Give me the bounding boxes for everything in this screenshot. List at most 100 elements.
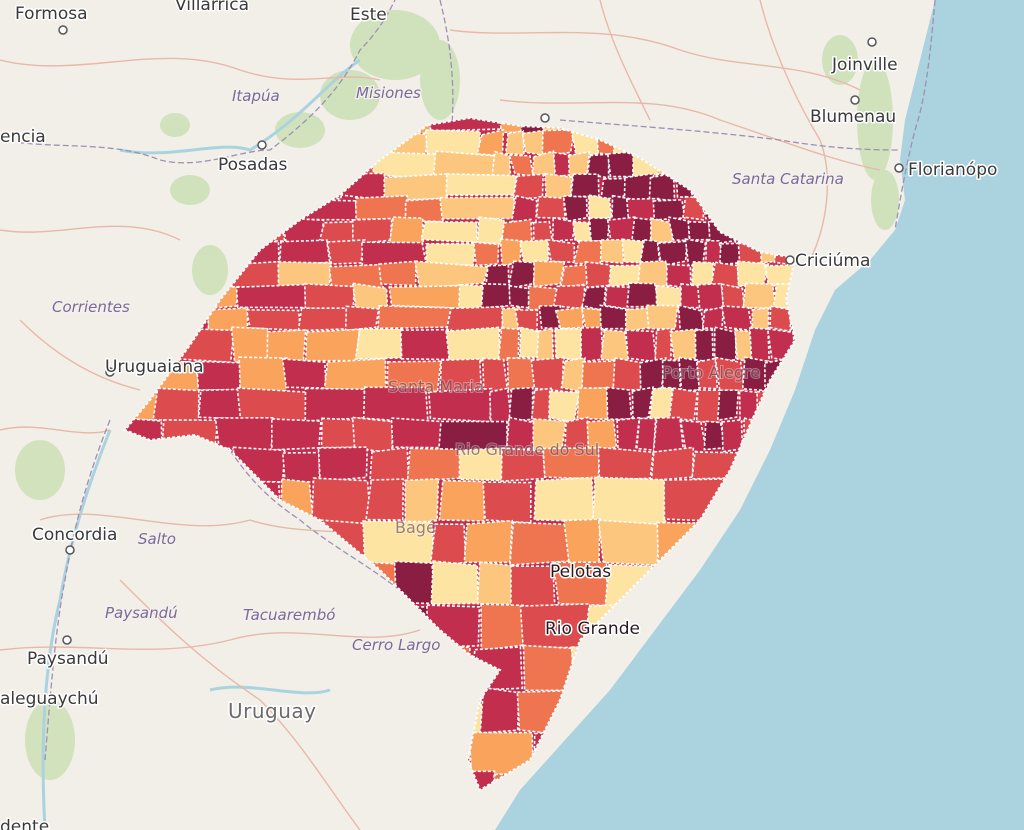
municipality[interactable] <box>701 306 725 330</box>
municipality[interactable] <box>530 387 552 422</box>
municipality[interactable] <box>721 418 744 453</box>
municipality[interactable] <box>720 305 754 332</box>
municipality[interactable] <box>668 387 699 422</box>
municipality[interactable] <box>588 217 611 243</box>
municipality[interactable] <box>481 357 509 394</box>
municipality[interactable] <box>438 479 486 522</box>
municipality[interactable] <box>716 389 740 422</box>
municipality[interactable] <box>500 447 546 483</box>
municipality[interactable] <box>354 194 409 221</box>
municipality[interactable] <box>270 418 322 451</box>
municipality[interactable] <box>538 305 562 330</box>
municipality[interactable] <box>508 386 534 423</box>
municipality[interactable] <box>541 129 576 158</box>
municipality[interactable] <box>476 128 505 157</box>
municipality[interactable] <box>769 305 792 333</box>
municipality[interactable] <box>563 518 601 567</box>
municipality[interactable] <box>560 356 586 394</box>
municipality[interactable] <box>616 416 641 453</box>
municipality[interactable] <box>604 285 632 311</box>
municipality[interactable] <box>480 283 512 309</box>
municipality[interactable] <box>278 239 331 267</box>
municipality[interactable] <box>654 327 673 364</box>
municipality[interactable] <box>424 129 481 158</box>
municipality[interactable] <box>536 327 555 363</box>
municipality[interactable] <box>326 239 366 265</box>
municipality[interactable] <box>512 173 544 200</box>
municipality[interactable] <box>197 388 243 420</box>
municipality[interactable] <box>631 386 654 423</box>
municipality[interactable] <box>377 305 452 330</box>
municipality[interactable] <box>344 305 380 332</box>
municipality[interactable] <box>445 326 501 363</box>
municipality[interactable] <box>736 260 770 287</box>
municipality[interactable] <box>581 360 617 391</box>
municipality[interactable] <box>606 151 638 178</box>
municipality[interactable] <box>476 216 507 246</box>
municipality[interactable] <box>521 129 545 156</box>
municipality[interactable] <box>480 603 527 652</box>
municipality[interactable] <box>734 328 753 364</box>
municipality[interactable] <box>535 195 566 219</box>
municipality[interactable] <box>584 260 615 289</box>
municipality[interactable] <box>621 238 645 264</box>
municipality[interactable] <box>624 329 658 363</box>
municipality[interactable] <box>303 282 356 312</box>
municipality[interactable] <box>548 390 581 424</box>
municipality[interactable] <box>463 519 514 564</box>
municipality[interactable] <box>656 240 688 267</box>
municipality[interactable] <box>425 242 477 267</box>
municipality[interactable] <box>655 284 687 312</box>
municipality[interactable] <box>580 326 605 363</box>
municipality[interactable] <box>311 477 372 525</box>
municipality[interactable] <box>457 283 487 312</box>
municipality[interactable] <box>378 260 417 287</box>
municipality[interactable] <box>669 328 698 361</box>
municipality[interactable] <box>532 220 554 246</box>
municipality[interactable] <box>472 241 500 267</box>
municipality[interactable] <box>530 356 565 393</box>
municipality[interactable] <box>482 481 532 524</box>
municipality[interactable] <box>691 260 714 288</box>
municipality[interactable] <box>390 417 444 449</box>
municipality[interactable] <box>507 260 538 290</box>
municipality[interactable] <box>597 446 655 482</box>
municipality[interactable] <box>562 195 588 223</box>
municipality[interactable] <box>586 419 618 454</box>
municipality[interactable] <box>612 357 643 391</box>
municipality[interactable] <box>576 387 609 421</box>
municipality[interactable] <box>514 309 539 333</box>
municipality[interactable] <box>709 261 741 290</box>
municipality[interactable] <box>554 306 585 330</box>
municipality[interactable] <box>383 172 450 202</box>
municipality[interactable] <box>245 308 302 332</box>
municipality[interactable] <box>626 282 661 308</box>
municipality[interactable] <box>696 282 725 311</box>
municipality[interactable] <box>606 216 637 246</box>
municipality[interactable] <box>508 284 532 309</box>
municipality[interactable] <box>645 304 679 330</box>
municipality[interactable] <box>235 283 307 309</box>
municipality[interactable] <box>458 447 506 482</box>
municipality[interactable] <box>694 329 714 364</box>
municipality[interactable] <box>687 220 712 241</box>
municipality[interactable] <box>386 360 442 393</box>
municipality[interactable] <box>445 173 518 197</box>
municipality[interactable] <box>430 560 479 605</box>
municipality[interactable] <box>649 217 674 244</box>
municipality[interactable] <box>439 196 515 220</box>
municipality[interactable] <box>510 194 538 224</box>
municipality[interactable] <box>504 129 525 156</box>
municipality[interactable] <box>546 238 576 264</box>
municipality[interactable] <box>488 387 513 424</box>
municipality[interactable] <box>238 356 288 393</box>
municipality[interactable] <box>599 238 625 265</box>
municipality[interactable] <box>570 173 600 198</box>
municipality[interactable] <box>369 446 410 483</box>
municipality[interactable] <box>476 561 516 606</box>
municipality[interactable] <box>468 731 534 776</box>
municipality[interactable] <box>320 417 360 449</box>
municipality[interactable] <box>554 327 585 361</box>
municipality[interactable] <box>230 326 271 363</box>
